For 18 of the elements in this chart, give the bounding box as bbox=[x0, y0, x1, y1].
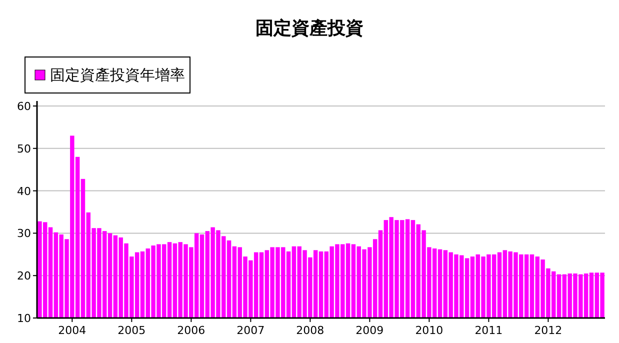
y-tick-label: 20 bbox=[17, 270, 31, 283]
x-tick-label: 2004 bbox=[58, 324, 86, 337]
x-tick-label: 2011 bbox=[474, 324, 503, 337]
x-tick-label: 2006 bbox=[177, 324, 206, 337]
x-tick-label: 2008 bbox=[296, 324, 324, 337]
chart-title: 固定資產投資 bbox=[256, 18, 364, 39]
y-tick-label: 60 bbox=[17, 100, 31, 113]
x-tick-label: 2007 bbox=[236, 324, 265, 337]
y-tick-label: 50 bbox=[17, 142, 31, 156]
legend-label: 固定資產投資年增率 bbox=[50, 66, 185, 84]
y-tick-label: 10 bbox=[17, 312, 31, 325]
y-tick-label: 30 bbox=[17, 227, 31, 240]
y-tick-label: 40 bbox=[17, 184, 31, 198]
x-tick-label: 2010 bbox=[415, 324, 444, 337]
legend: 固定資產投資年增率 bbox=[24, 56, 190, 94]
x-tick-label: 2009 bbox=[356, 324, 384, 337]
x-tick-label: 2005 bbox=[118, 324, 146, 337]
x-tick-label: 2012 bbox=[534, 324, 562, 337]
